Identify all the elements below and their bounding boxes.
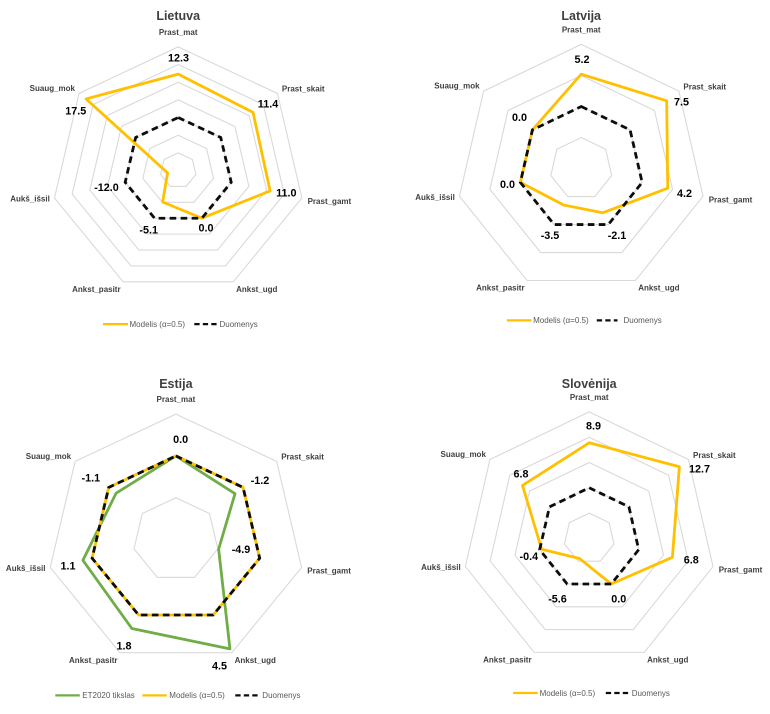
svg-text:Ankst_ugd: Ankst_ugd bbox=[235, 656, 276, 665]
svg-text:Ankst_ugd: Ankst_ugd bbox=[236, 285, 277, 294]
svg-text:6.8: 6.8 bbox=[684, 555, 699, 567]
svg-text:Prast_gamt: Prast_gamt bbox=[719, 566, 763, 575]
svg-text:12.3: 12.3 bbox=[168, 53, 189, 65]
svg-text:Aukš_išsil: Aukš_išsil bbox=[421, 563, 461, 572]
svg-text:1.8: 1.8 bbox=[116, 641, 131, 653]
svg-text:Suaug_mok: Suaug_mok bbox=[434, 82, 480, 91]
svg-text:Ankst_ugd: Ankst_ugd bbox=[647, 656, 688, 665]
svg-text:8.9: 8.9 bbox=[586, 421, 601, 433]
svg-text:0.0: 0.0 bbox=[500, 179, 515, 191]
svg-text:5.2: 5.2 bbox=[574, 54, 589, 66]
svg-text:Slovėnija: Slovėnija bbox=[562, 377, 618, 391]
svg-text:Aukš_išsil: Aukš_išsil bbox=[415, 193, 455, 202]
svg-text:Duomenys: Duomenys bbox=[220, 320, 258, 329]
svg-text:Ankst_pasitr: Ankst_pasitr bbox=[483, 656, 531, 665]
svg-text:0.0: 0.0 bbox=[198, 223, 213, 235]
svg-text:-1.2: -1.2 bbox=[251, 475, 270, 487]
svg-text:Prast_gamt: Prast_gamt bbox=[307, 567, 351, 576]
svg-text:Latvija: Latvija bbox=[561, 9, 602, 23]
svg-text:Modelis (α=0.5): Modelis (α=0.5) bbox=[130, 320, 186, 329]
svg-text:-3.5: -3.5 bbox=[541, 230, 560, 242]
svg-text:0.0: 0.0 bbox=[611, 594, 626, 606]
svg-text:Prast_mat: Prast_mat bbox=[562, 25, 601, 34]
svg-text:Lietuva: Lietuva bbox=[156, 9, 201, 23]
svg-text:Aukš_išsil: Aukš_išsil bbox=[10, 195, 50, 204]
svg-text:6.8: 6.8 bbox=[513, 468, 528, 480]
svg-text:Duomenys: Duomenys bbox=[632, 689, 670, 698]
svg-text:0.0: 0.0 bbox=[512, 112, 527, 124]
svg-text:Suaug_mok: Suaug_mok bbox=[30, 84, 76, 93]
svg-text:Prast_mat: Prast_mat bbox=[157, 395, 196, 404]
svg-text:Ankst_pasitr: Ankst_pasitr bbox=[69, 656, 117, 665]
svg-text:Suaug_mok: Suaug_mok bbox=[441, 450, 487, 459]
svg-text:Prast_gamt: Prast_gamt bbox=[709, 195, 753, 204]
svg-text:Ankst_ugd: Ankst_ugd bbox=[638, 284, 679, 293]
svg-text:11.0: 11.0 bbox=[276, 187, 296, 199]
svg-text:17.5: 17.5 bbox=[65, 106, 86, 118]
svg-text:Ankst_pasitr: Ankst_pasitr bbox=[476, 284, 524, 293]
svg-text:4.2: 4.2 bbox=[677, 188, 692, 200]
svg-text:Prast_skait: Prast_skait bbox=[693, 451, 736, 460]
svg-text:Suaug_mok: Suaug_mok bbox=[26, 452, 72, 461]
svg-text:1.1: 1.1 bbox=[60, 561, 75, 573]
svg-text:11.4: 11.4 bbox=[258, 98, 278, 110]
svg-text:Modelis (α=0.5): Modelis (α=0.5) bbox=[540, 689, 596, 698]
svg-text:Prast_skait: Prast_skait bbox=[281, 453, 324, 462]
svg-text:-5.6: -5.6 bbox=[548, 594, 567, 606]
svg-text:-12.0: -12.0 bbox=[94, 182, 119, 194]
svg-text:Duomenys: Duomenys bbox=[624, 316, 662, 325]
svg-text:Prast_skait: Prast_skait bbox=[683, 83, 726, 92]
svg-text:Prast_mat: Prast_mat bbox=[159, 28, 198, 37]
svg-text:Prast_gamt: Prast_gamt bbox=[308, 197, 352, 206]
svg-text:-2.1: -2.1 bbox=[608, 230, 627, 242]
svg-text:-5.1: -5.1 bbox=[139, 224, 158, 236]
svg-text:ET2020 tikslas: ET2020 tikslas bbox=[82, 691, 134, 700]
svg-text:0.0: 0.0 bbox=[173, 434, 188, 446]
svg-text:-1.1: -1.1 bbox=[81, 473, 100, 485]
svg-text:Ankst_pasitr: Ankst_pasitr bbox=[72, 285, 120, 294]
svg-text:Prast_mat: Prast_mat bbox=[570, 393, 609, 402]
svg-text:Modelis (α=0.5): Modelis (α=0.5) bbox=[169, 691, 225, 700]
svg-text:Aukš_išsil: Aukš_išsil bbox=[6, 564, 46, 573]
svg-text:Prast_skait: Prast_skait bbox=[282, 85, 325, 94]
svg-text:Modelis (α=0.5): Modelis (α=0.5) bbox=[533, 316, 589, 325]
svg-text:Duomenys: Duomenys bbox=[262, 691, 300, 700]
svg-text:7.5: 7.5 bbox=[674, 97, 689, 109]
svg-text:-4.9: -4.9 bbox=[232, 544, 251, 556]
svg-text:4.5: 4.5 bbox=[212, 661, 227, 673]
svg-text:12.7: 12.7 bbox=[689, 463, 710, 475]
svg-text:-0.4: -0.4 bbox=[519, 551, 538, 563]
svg-text:Estija: Estija bbox=[159, 377, 193, 391]
